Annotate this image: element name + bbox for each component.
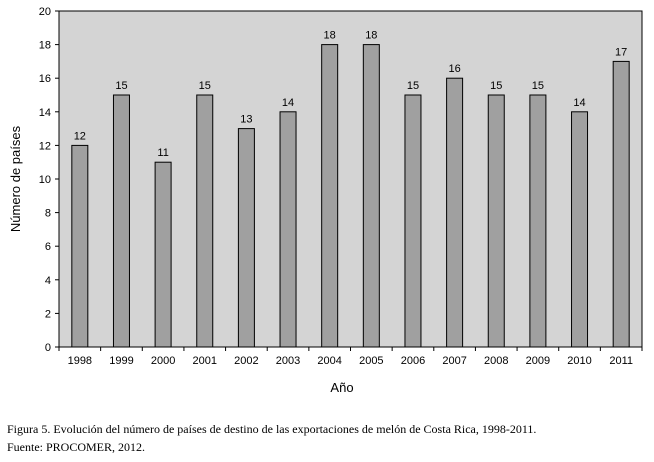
bar-2011 bbox=[612, 60, 630, 348]
y-tick-label: 0 bbox=[45, 342, 51, 354]
data-label-2004: 18 bbox=[324, 30, 336, 42]
data-labels: 12 15 11 15 13 14 18 18 15 16 15 15 14 17 bbox=[74, 30, 628, 160]
y-tick-label: 6 bbox=[45, 241, 51, 253]
bar-2007 bbox=[446, 77, 464, 348]
x-tick-label-2010: 2010 bbox=[567, 355, 591, 367]
bar-2005 bbox=[362, 44, 380, 348]
plot-area bbox=[58, 10, 643, 348]
y-tick-label: 20 bbox=[39, 6, 51, 18]
bar-2006 bbox=[404, 94, 422, 348]
x-tick-label-2004: 2004 bbox=[317, 355, 341, 367]
y-tick-label: 14 bbox=[39, 107, 51, 119]
bar-chart: 0 2 4 6 8 10 12 14 16 18 20 12 15 11 15 13 14 18 18 15 16 15… bbox=[8, 6, 643, 395]
x-tick-label-2008: 2008 bbox=[484, 355, 508, 367]
y-tick-label: 4 bbox=[45, 275, 51, 287]
y-tick-label: 2 bbox=[45, 308, 51, 320]
data-label-2005: 18 bbox=[365, 30, 377, 42]
y-tick-label: 12 bbox=[39, 140, 51, 152]
data-label-2010: 14 bbox=[573, 97, 585, 109]
data-label-2002: 13 bbox=[240, 114, 252, 126]
x-axis-ticks: 1998 1999 2000 2001 2002 2003 2004 2005 2006 2007… bbox=[58, 347, 643, 367]
x-tick-label-2000: 2000 bbox=[151, 355, 175, 367]
x-tick-label-2006: 2006 bbox=[401, 355, 425, 367]
y-tick-label: 8 bbox=[45, 208, 51, 220]
bar-2001 bbox=[196, 94, 214, 348]
x-tick-label-2001: 2001 bbox=[193, 355, 217, 367]
bar-2010 bbox=[571, 111, 589, 348]
x-tick-label-2009: 2009 bbox=[526, 355, 550, 367]
y-tick-label: 16 bbox=[39, 73, 51, 85]
data-label-2001: 15 bbox=[199, 80, 211, 92]
data-label-1999: 15 bbox=[115, 80, 127, 92]
y-tick-label: 18 bbox=[39, 40, 51, 52]
x-tick-label-2002: 2002 bbox=[234, 355, 258, 367]
data-label-2003: 14 bbox=[282, 97, 294, 109]
data-label-2000: 11 bbox=[157, 147, 168, 159]
data-label-1998: 12 bbox=[74, 130, 86, 142]
bar-2009 bbox=[529, 94, 547, 348]
bar-2002 bbox=[237, 128, 255, 348]
x-axis-title: Año bbox=[330, 380, 353, 395]
y-axis-ticks: 0 2 4 6 8 10 12 14 16 18 20 bbox=[39, 6, 59, 354]
data-label-2009: 15 bbox=[532, 80, 544, 92]
y-axis-title: Número de países bbox=[8, 125, 23, 232]
x-tick-label-2003: 2003 bbox=[276, 355, 300, 367]
data-label-2006: 15 bbox=[407, 80, 419, 92]
data-label-2011: 17 bbox=[615, 46, 627, 58]
bar-1999 bbox=[112, 94, 130, 348]
bar-1998 bbox=[71, 144, 89, 348]
figure-caption: Figura 5. Evolución del número de países… bbox=[7, 422, 537, 436]
y-tick-label: 10 bbox=[39, 174, 51, 186]
bar-2003 bbox=[279, 111, 297, 348]
figure-source: Fuente: PROCOMER, 2012. bbox=[7, 440, 146, 454]
x-tick-label-2005: 2005 bbox=[359, 355, 383, 367]
x-tick-label-2011: 2011 bbox=[609, 355, 633, 367]
x-tick-label-2007: 2007 bbox=[442, 355, 466, 367]
bar-2004 bbox=[321, 44, 339, 348]
bars bbox=[71, 44, 630, 348]
x-tick-label-1999: 1999 bbox=[109, 355, 133, 367]
data-label-2007: 16 bbox=[448, 63, 460, 75]
bar-2008 bbox=[487, 94, 505, 348]
x-tick-label-1998: 1998 bbox=[68, 355, 92, 367]
bar-2000 bbox=[154, 161, 172, 348]
data-label-2008: 15 bbox=[490, 80, 502, 92]
